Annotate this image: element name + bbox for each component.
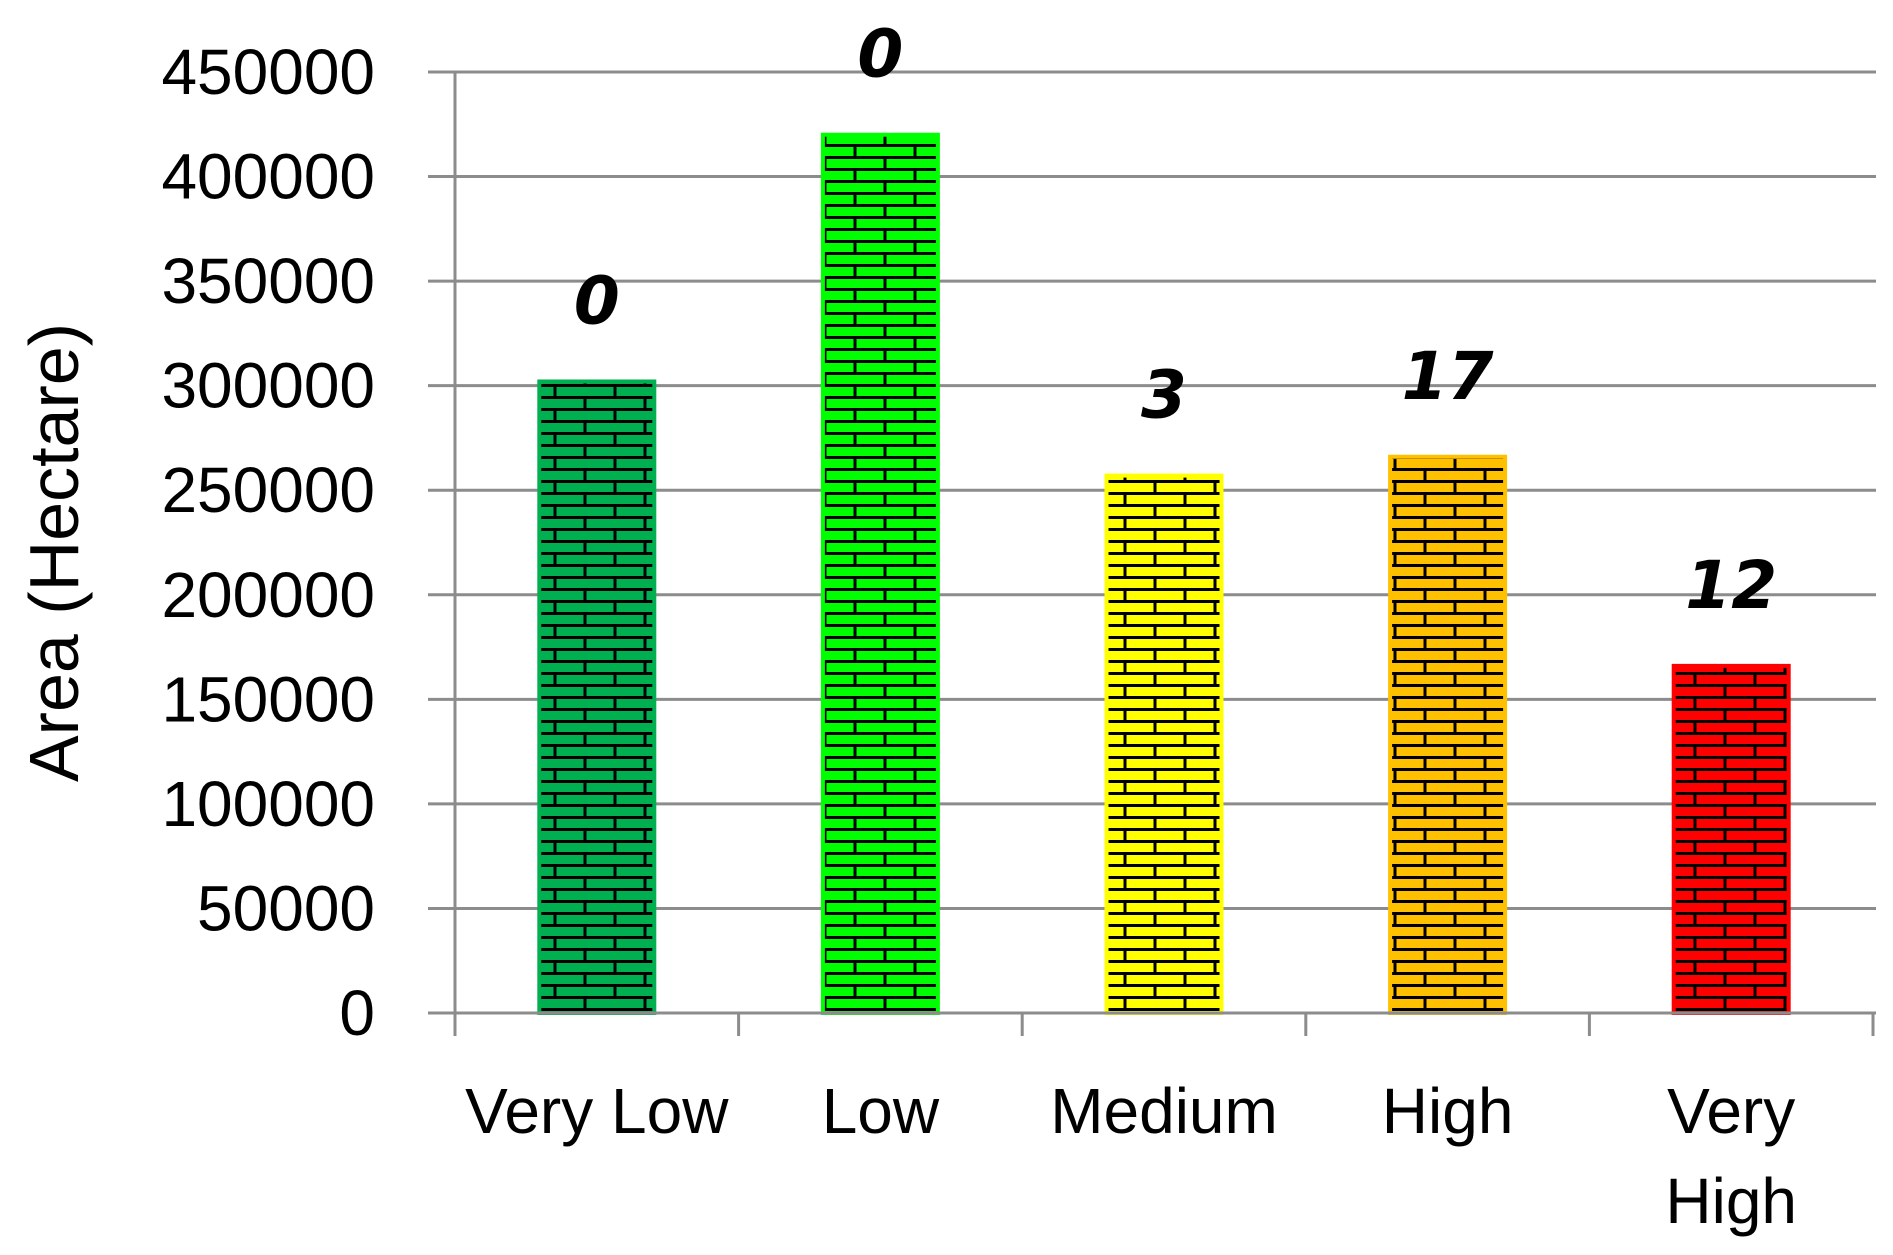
y-tick-label: 0: [339, 977, 375, 1049]
x-category-label: Medium: [1050, 1075, 1278, 1147]
bar: [1671, 663, 1791, 1015]
data-label: 0: [857, 16, 903, 93]
labels: 0 50000 100000 150000 200000 250000 300000 3500…: [161, 16, 1797, 1237]
y-tick-label: 50000: [197, 872, 375, 944]
x-category-label: High: [1382, 1075, 1514, 1147]
data-label: 12: [1685, 547, 1777, 624]
x-category-label: Very Low: [465, 1075, 729, 1147]
x-category-label: Low: [822, 1075, 940, 1147]
y-tick-label: 150000: [161, 663, 375, 735]
bar: [820, 132, 940, 1015]
bar: [537, 379, 657, 1015]
bars: [537, 132, 1791, 1015]
y-tick-label: 200000: [161, 559, 375, 631]
y-tick-label: 450000: [161, 36, 375, 108]
y-tick-label: 350000: [161, 245, 375, 317]
y-tick-label: 250000: [161, 454, 375, 526]
axes: [428, 72, 1876, 1036]
y-tick-label: 100000: [161, 768, 375, 840]
data-label: 3: [1141, 357, 1187, 434]
x-category-label: High: [1665, 1165, 1797, 1237]
bar: [1388, 454, 1508, 1015]
y-axis-label: Area (Hectare): [15, 323, 93, 782]
y-tick-label: 300000: [161, 350, 375, 422]
x-category-label: Very: [1667, 1075, 1795, 1147]
data-label: 0: [574, 262, 620, 339]
y-tick-label: 400000: [161, 141, 375, 213]
bar: [1104, 473, 1224, 1015]
data-label: 17: [1402, 338, 1494, 415]
